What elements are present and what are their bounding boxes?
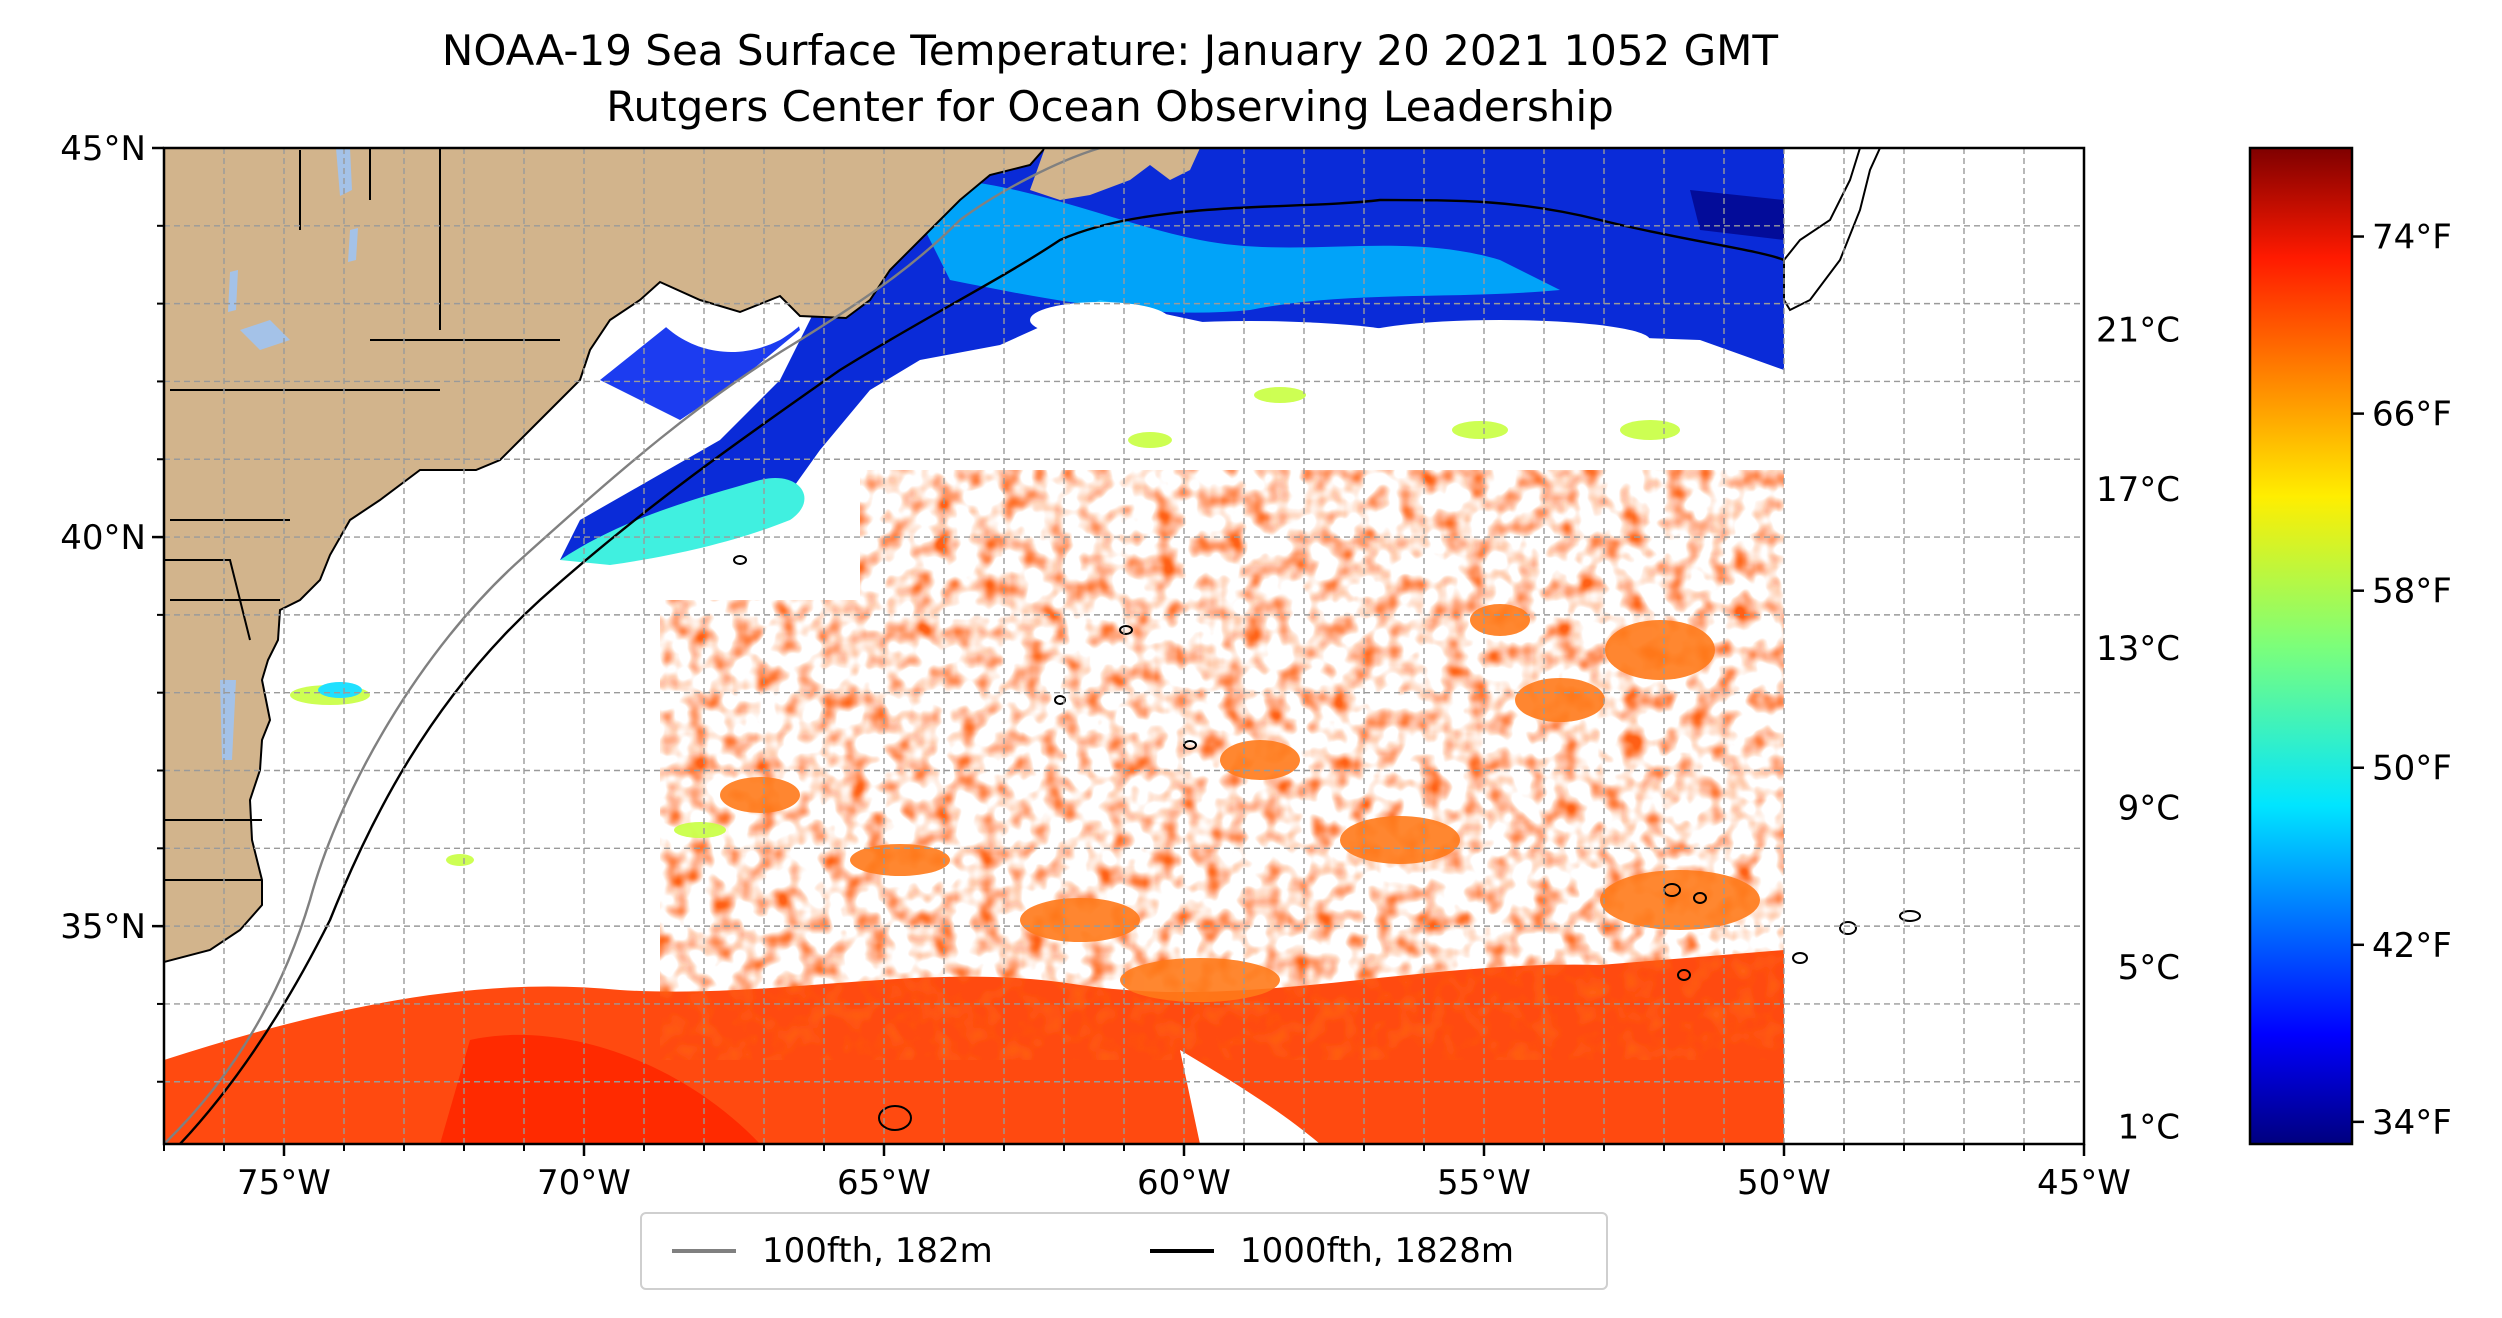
lon-tick-label: 65°W	[837, 1163, 931, 1200]
lon-axis: 75°W 70°W 65°W 60°W 55°W 50°W 45°W	[163, 1144, 2131, 1200]
sst-warm-region	[164, 387, 1784, 1144]
colorbar-c-tick-label: 1°C	[2118, 1107, 2180, 1147]
lon-tick-label: 45°W	[2037, 1163, 2131, 1200]
colorbar-c-tick-label: 21°C	[2096, 310, 2180, 350]
seamounts	[733, 555, 1921, 1131]
legend: 100fth, 182m 1000fth, 1828m	[640, 1212, 1608, 1290]
colorbar-c-tick-label: 17°C	[2096, 470, 2180, 510]
colorbar-fahrenheit-axis: 74°F 66°F 58°F 50°F 42°F 34°F	[2352, 218, 2452, 1143]
map-title: NOAA-19 Sea Surface Temperature: January…	[441, 26, 1779, 75]
map-subtitle: Rutgers Center for Ocean Observing Leade…	[606, 82, 1614, 131]
colorbar-c-tick-label: 13°C	[2096, 629, 2180, 669]
colorbar-c-tick-label: 5°C	[2118, 948, 2180, 988]
legend-line-black	[1150, 1249, 1214, 1253]
legend-item-100fth: 100fth, 182m	[672, 1214, 993, 1288]
legend-item-1000fth: 1000fth, 1828m	[1150, 1214, 1514, 1288]
lon-tick-label: 75°W	[237, 1163, 331, 1200]
colorbar-f-tick-label: 34°F	[2372, 1103, 2452, 1143]
colorbar-f-tick-label: 50°F	[2372, 749, 2452, 789]
lat-tick-label: 40°N	[60, 518, 146, 558]
legend-label: 100fth, 182m	[762, 1231, 993, 1271]
lon-tick-label: 55°W	[1437, 1163, 1531, 1200]
lat-tick-label: 35°N	[60, 907, 146, 947]
colorbar-c-tick-label: 9°C	[2118, 789, 2180, 829]
lon-tick-label: 60°W	[1137, 1163, 1231, 1200]
sst-map: 45°N 40°N 35°N 75°W 70°W 65°W 60°W 55°W 50°W 45°…	[60, 129, 2452, 1200]
colorbar-f-tick-label: 58°F	[2372, 572, 2452, 612]
bathymetry-contours	[164, 148, 1785, 1144]
lon-tick-label: 50°W	[1737, 1163, 1831, 1200]
legend-label: 1000fth, 1828m	[1240, 1231, 1515, 1271]
legend-line-gray	[672, 1249, 736, 1253]
colorbar-celsius-axis: 21°C 17°C 13°C 9°C 5°C 1°C	[2096, 310, 2180, 1147]
lat-axis: 45°N 40°N 35°N	[60, 129, 164, 1083]
colorbar-f-tick-label: 74°F	[2372, 218, 2452, 258]
lon-tick-label: 70°W	[537, 1163, 631, 1200]
lat-tick-label: 45°N	[60, 129, 146, 169]
colorbar-f-tick-label: 42°F	[2372, 926, 2452, 966]
gridlines	[164, 148, 2084, 1144]
colorbar	[2248, 146, 2354, 1146]
colorbar-f-tick-label: 66°F	[2372, 395, 2452, 435]
